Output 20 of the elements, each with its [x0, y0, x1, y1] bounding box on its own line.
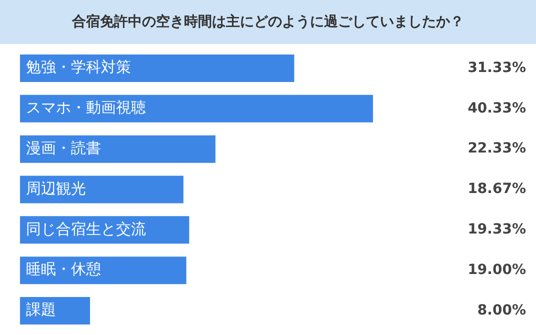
data-label: 40.33%	[468, 100, 526, 116]
data-label: 18.67%	[468, 181, 526, 198]
data-label: 19.33%	[468, 222, 526, 238]
bar	[20, 256, 186, 284]
y-tick-label: 睡眠・休憩	[26, 260, 101, 278]
data-label: 31.33%	[468, 60, 526, 76]
data-label: 22.33%	[468, 140, 526, 157]
y-tick-label: 周辺観光	[26, 179, 86, 198]
data-label: 19.00%	[468, 262, 526, 278]
y-tick-label: 勉強・学科対策	[26, 58, 131, 76]
bar	[20, 135, 216, 163]
y-tick-label: 漫画・読書	[26, 138, 101, 157]
y-tick-label: スマホ・動画視聴	[26, 98, 146, 117]
data-label: 8.00%	[477, 302, 526, 318]
bar	[20, 94, 373, 122]
chart-title: 合宿免許中の空き時間は主にどのように過ごしていましたか？	[0, 0, 536, 44]
bar	[20, 54, 294, 82]
y-tick-label: 課題	[26, 300, 56, 319]
y-tick-label: 同じ合宿生と交流	[26, 220, 146, 238]
bar	[20, 176, 184, 204]
